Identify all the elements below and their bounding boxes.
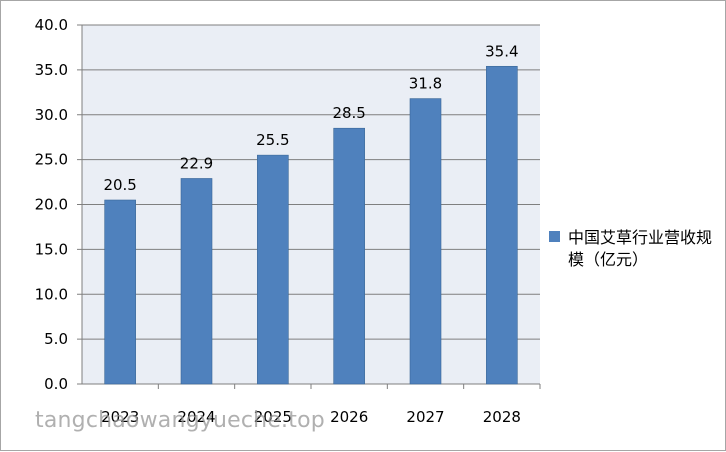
data-label: 25.5 — [256, 131, 289, 149]
bar — [486, 65, 518, 385]
legend-label: 中国艾草行业营收规模（亿元） — [568, 228, 713, 269]
data-label: 28.5 — [332, 104, 365, 122]
bar — [409, 98, 442, 385]
y-tick-label: 25.0 — [35, 151, 68, 169]
bar — [180, 178, 213, 385]
y-tick-label: 35.0 — [35, 61, 68, 79]
bar — [333, 127, 365, 385]
x-tick-label: 2024 — [177, 408, 215, 426]
y-tick-label: 40.0 — [35, 16, 68, 34]
x-tick-label: 2028 — [483, 408, 521, 426]
legend: 中国艾草行业营收规模（亿元） — [549, 227, 719, 271]
data-label: 20.5 — [103, 176, 136, 194]
data-label: 31.8 — [409, 75, 442, 93]
x-tick-label: 2027 — [406, 408, 444, 426]
y-tick-label: 30.0 — [35, 106, 68, 124]
watermark: tangchaowangyueche.top — [35, 408, 325, 433]
bar — [257, 154, 289, 385]
y-tick-label: 15.0 — [35, 240, 68, 258]
y-tick-label: 20.0 — [35, 196, 68, 214]
legend-swatch — [549, 231, 560, 242]
x-tick-label: 2026 — [330, 408, 368, 426]
y-tick-label: 0.0 — [44, 375, 68, 393]
bar — [104, 199, 136, 385]
data-label: 35.4 — [485, 42, 518, 60]
x-tick-label: 2025 — [254, 408, 292, 426]
y-tick-label: 10.0 — [35, 285, 68, 303]
data-label: 22.9 — [180, 154, 213, 172]
y-tick-label: 5.0 — [44, 330, 68, 348]
x-tick-label: 2023 — [101, 408, 139, 426]
